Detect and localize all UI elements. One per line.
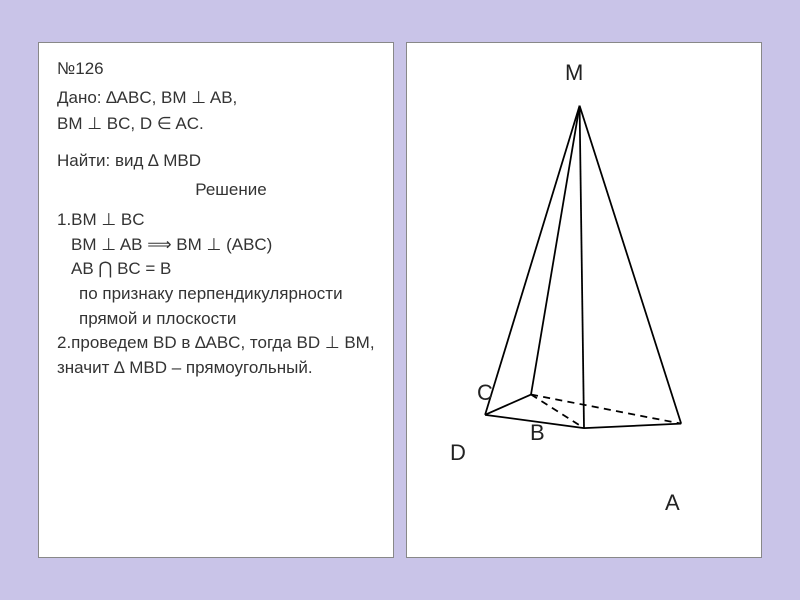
step-1e: прямой и плоскости (79, 307, 375, 332)
vertex-label-B: B (530, 420, 545, 446)
solution-header: Решение (87, 178, 375, 203)
step-1b: BM ⊥ AB ⟹ BM ⊥ (ABC) (71, 233, 375, 258)
step-1c: AB ⋂ BC = B (71, 257, 375, 282)
diagram-panel (406, 42, 762, 558)
vertex-label-M: M (565, 60, 583, 86)
vertex-label-A: A (665, 490, 680, 516)
step-1d: по признаку перпендикулярности (79, 282, 375, 307)
step-2: 2.проведем BD в ∆ABC, тогда BD ⊥ BM, зна… (57, 331, 375, 380)
find-line: Найти: вид ∆ MBD (57, 149, 375, 174)
vertex-label-D: D (450, 440, 466, 466)
given-line-1: Дано: ∆ABC, BM ⊥ AB, (57, 86, 375, 111)
text-panel: №126 Дано: ∆ABC, BM ⊥ AB, BM ⊥ BC, D ∈ A… (38, 42, 394, 558)
vertex-label-C: C (477, 380, 493, 406)
problem-number: №126 (57, 57, 375, 82)
given-line-2: BM ⊥ BC, D ∈ AC. (57, 112, 375, 137)
step-1a: 1.BM ⊥ BC (57, 208, 375, 233)
geometry-diagram (425, 57, 743, 543)
